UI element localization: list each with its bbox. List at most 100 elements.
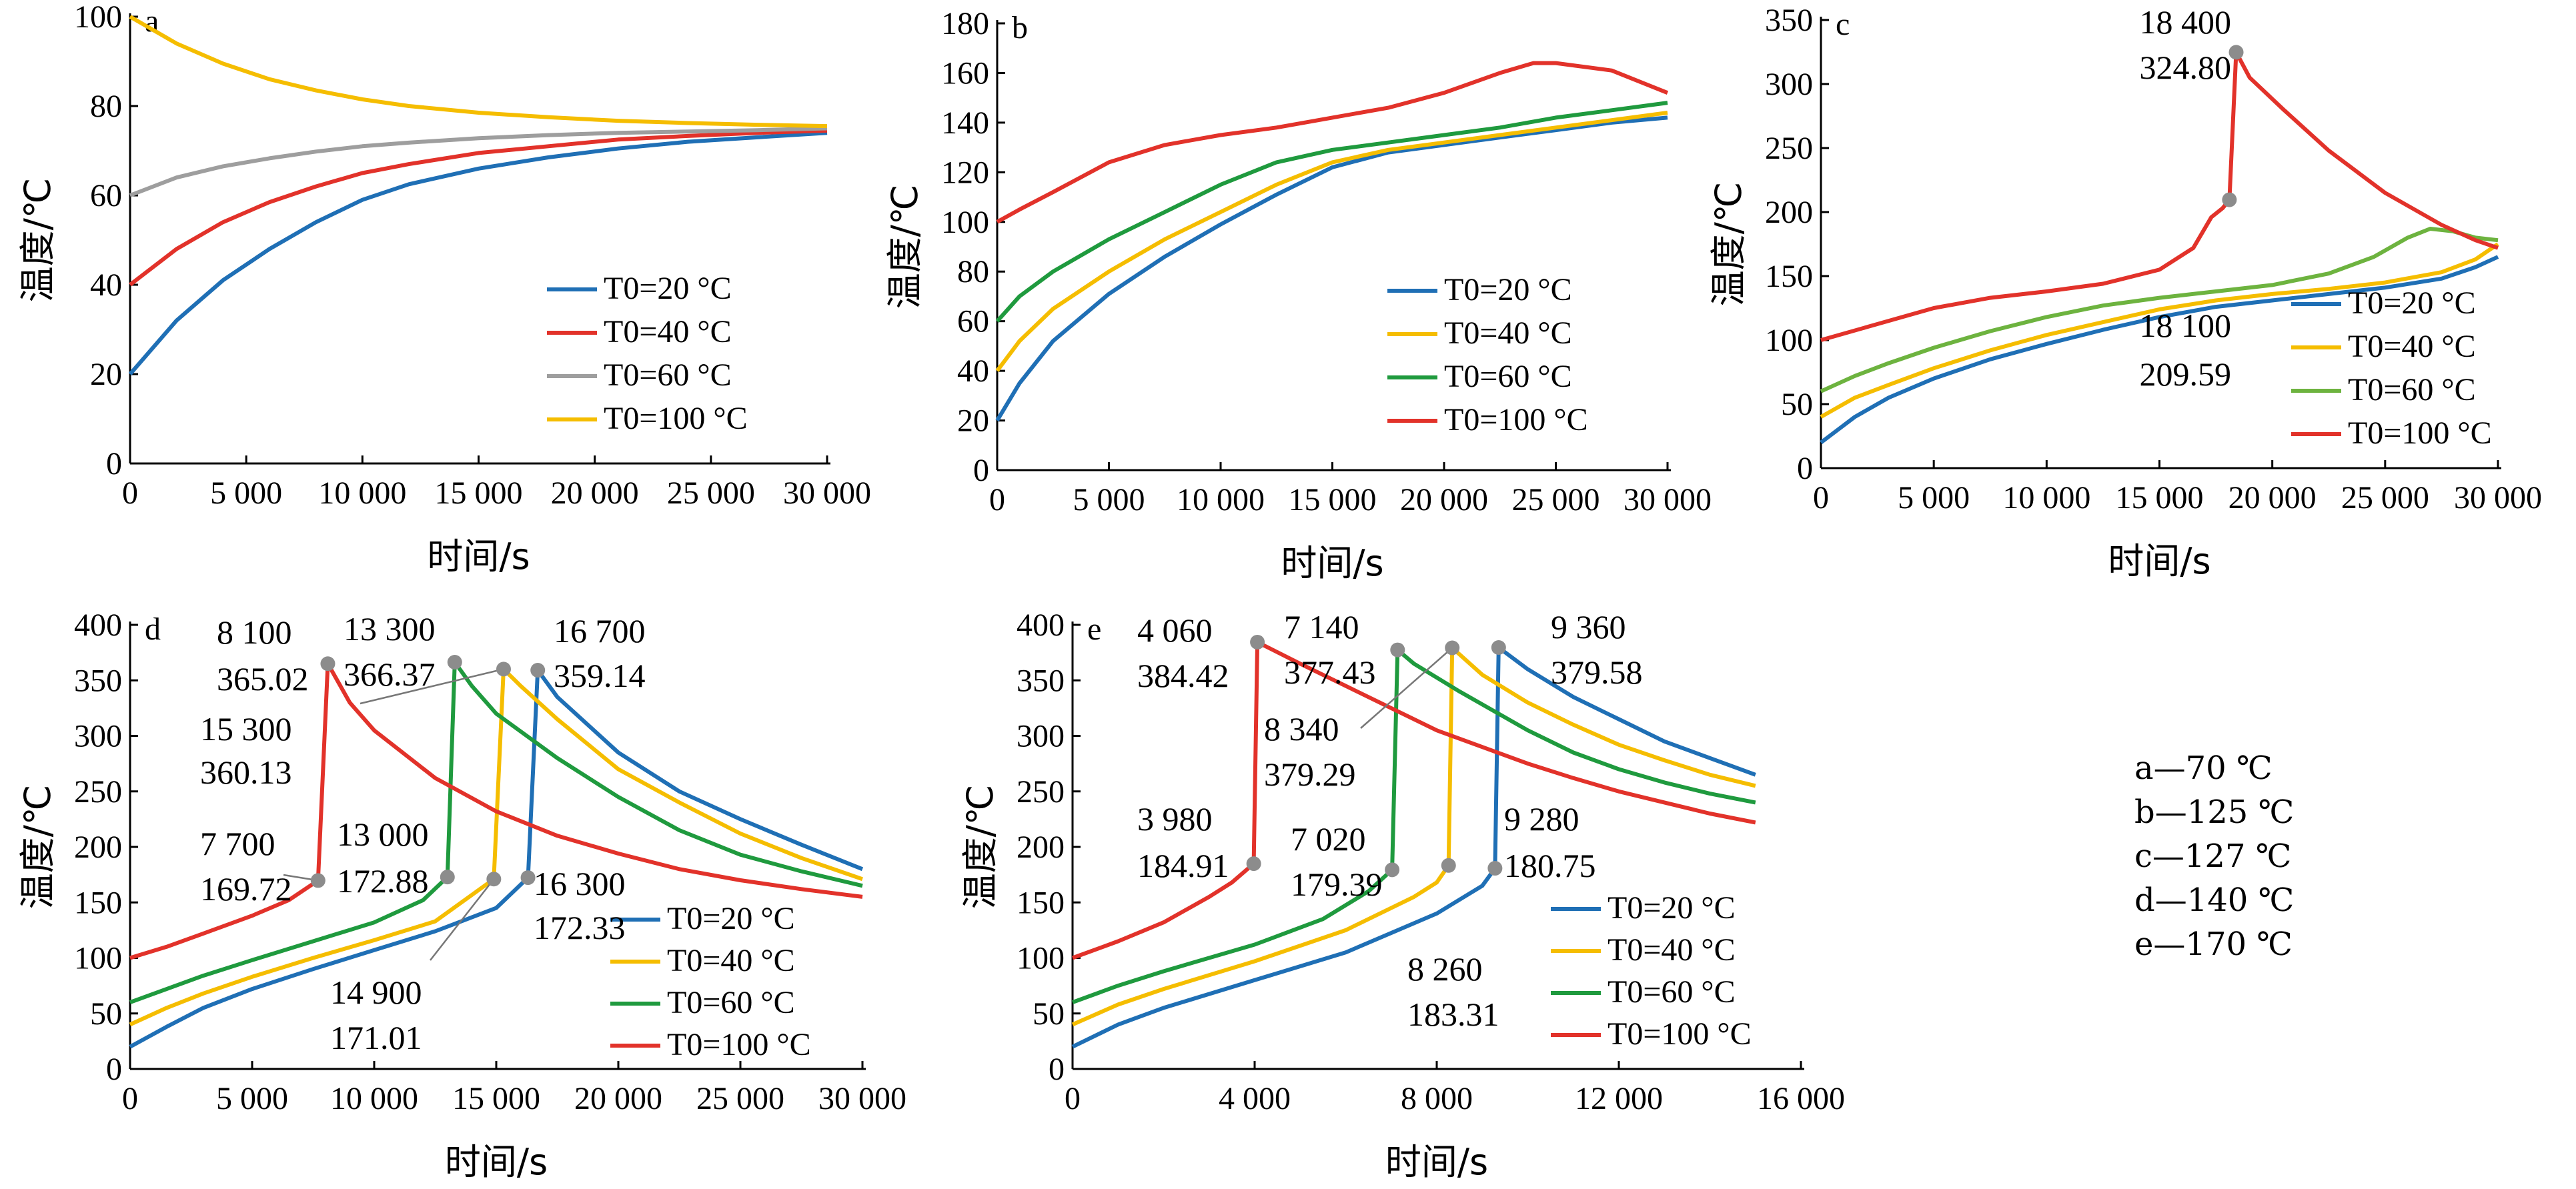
- annotation-value: 183.31: [1407, 996, 1499, 1033]
- chart-panel-b: 0 5 000 10 000 15 000 20 000 25 000 30 000 0 20 4…: [884, 6, 1712, 584]
- annotation-time: 8 260: [1407, 950, 1483, 988]
- annotation-value: 180.75: [1504, 847, 1596, 884]
- y-tick-label: 60: [90, 178, 122, 213]
- y-tick-label: 350: [1765, 3, 1813, 38]
- y-tick-label: 100: [941, 205, 989, 240]
- annotation-value: 360.13: [200, 754, 292, 791]
- legend-label: T0=60 °C: [2348, 372, 2476, 407]
- y-tick-label: 200: [74, 830, 122, 865]
- legend-label: T0=20 °C: [667, 901, 795, 936]
- y-tick-label: 20: [957, 403, 989, 439]
- annotation-time: 16 300: [534, 865, 626, 902]
- x-tick-label: 0: [1065, 1081, 1081, 1116]
- series-line: [129, 128, 828, 287]
- x-tick-label: 8 000: [1401, 1081, 1473, 1116]
- annotation-time: 9 280: [1504, 800, 1579, 838]
- series-line: [995, 115, 1668, 422]
- annotation-time: 8 340: [1264, 710, 1339, 748]
- x-tick-label: 5 000: [1898, 480, 1970, 515]
- y-tick-label: 350: [1017, 663, 1065, 698]
- annotation-point: [310, 873, 326, 888]
- annotation-time: 14 900: [330, 974, 422, 1011]
- y-tick-label: 0: [973, 453, 989, 488]
- x-tick-label: 16 000: [1757, 1081, 1845, 1116]
- y-tick-label: 150: [1765, 259, 1813, 294]
- y-tick-label: 100: [74, 0, 122, 35]
- panel-letter: d: [145, 612, 161, 647]
- annotation-point: [1487, 861, 1503, 876]
- annotation-point: [447, 654, 462, 670]
- y-tick-label: 80: [90, 89, 122, 124]
- y-tick-label: 140: [941, 105, 989, 141]
- x-tick-label: 25 000: [2341, 480, 2429, 515]
- series-line: [995, 101, 1668, 323]
- y-tick-label: 180: [941, 6, 989, 41]
- annotation-time: 3 980: [1137, 800, 1213, 838]
- y-tick-label: 400: [74, 608, 122, 643]
- x-tick-label: 10 000: [2002, 480, 2090, 515]
- annotation-point: [1250, 634, 1265, 650]
- legend-label: T0=60 °C: [604, 357, 732, 393]
- annotation-time: 18 100: [2140, 307, 2232, 344]
- legend-label: T0=60 °C: [1444, 359, 1572, 394]
- annotation-time: 7 020: [1291, 820, 1366, 858]
- x-axis-title: 时间/s: [427, 535, 530, 577]
- annotation-point: [530, 663, 546, 678]
- annotation-time: 7 700: [200, 825, 275, 862]
- series-line: [129, 668, 864, 1049]
- x-tick-label: 20 000: [1400, 482, 1488, 517]
- panel-letter: c: [1836, 7, 1850, 42]
- legend-label: T0=100 °C: [2348, 415, 2492, 451]
- x-axis-title: 时间/s: [445, 1141, 548, 1183]
- y-tick-label: 50: [1781, 387, 1813, 422]
- y-tick-label: 160: [941, 55, 989, 91]
- x-tick-label: 0: [989, 482, 1005, 517]
- annotation-point: [520, 870, 536, 886]
- x-tick-label: 0: [122, 475, 138, 511]
- legend-label: T0=40 °C: [667, 943, 795, 978]
- series-line: [128, 131, 828, 375]
- annotation-time: 7 140: [1284, 608, 1359, 646]
- series-line: [995, 111, 1668, 372]
- x-tick-label: 20 000: [574, 1081, 662, 1116]
- y-tick-label: 100: [74, 941, 122, 976]
- annotation-time: 9 360: [1551, 608, 1626, 646]
- x-tick-label: 25 000: [1512, 482, 1600, 517]
- x-tick-label: 5 000: [216, 1081, 288, 1116]
- x-axis-title: 时间/s: [1281, 542, 1383, 584]
- legend-label: T0=100 °C: [1444, 402, 1588, 437]
- annotation-point: [2228, 45, 2244, 60]
- x-tick-label: 20 000: [551, 475, 639, 511]
- y-tick-label: 350: [74, 663, 122, 698]
- y-tick-label: 40: [957, 353, 989, 389]
- series-line: [1820, 227, 2499, 393]
- x-tick-label: 10 000: [318, 475, 406, 511]
- annotation-value: 384.42: [1137, 657, 1229, 694]
- annotation-value: 169.72: [200, 870, 292, 908]
- y-tick-label: 40: [90, 267, 122, 303]
- legend-label: T0=40 °C: [1444, 315, 1572, 351]
- legend-label: T0=20 °C: [604, 271, 732, 306]
- legend-label: T0=100 °C: [1607, 1016, 1752, 1052]
- y-axis-title: 温度/℃: [17, 178, 59, 303]
- series-line: [1071, 648, 1756, 1004]
- panel-letter: e: [1087, 612, 1101, 647]
- legend-label: T0=20 °C: [1444, 272, 1572, 307]
- annotation-value: 209.59: [2140, 355, 2232, 393]
- x-axis-title: 时间/s: [2108, 540, 2210, 582]
- series-line: [1071, 640, 1756, 960]
- x-tick-label: 30 000: [1624, 482, 1712, 517]
- y-tick-label: 300: [74, 719, 122, 754]
- legend-label: T0=100 °C: [667, 1027, 811, 1062]
- legend-label: T0=20 °C: [1607, 890, 1736, 926]
- series-line: [129, 15, 828, 129]
- x-tick-label: 15 000: [1289, 482, 1377, 517]
- x-tick-label: 5 000: [210, 475, 282, 511]
- legend-label: T0=60 °C: [1607, 974, 1736, 1010]
- annotation-time: 15 300: [200, 710, 292, 748]
- annotation-point: [1491, 640, 1506, 655]
- y-axis-title: 温度/℃: [959, 785, 1001, 910]
- x-tick-label: 30 000: [783, 475, 871, 511]
- y-tick-label: 200: [1765, 195, 1813, 230]
